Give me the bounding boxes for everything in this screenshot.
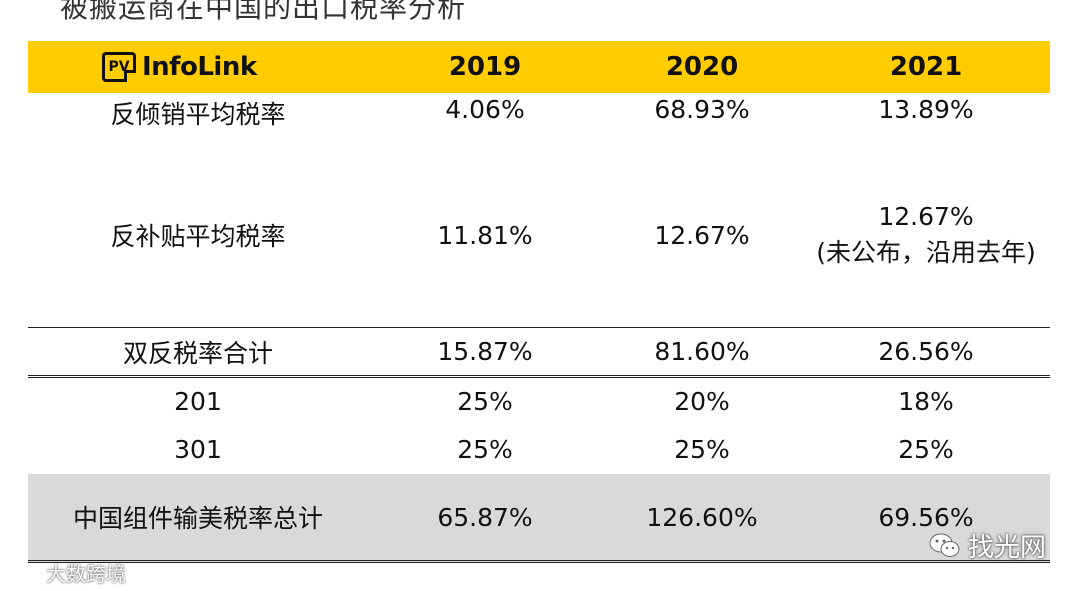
cell-2020: 25% — [674, 434, 730, 464]
watermark-left-text: 大数跨境 — [46, 562, 126, 586]
logo-text: InfoLink — [142, 52, 257, 82]
header-year-2020: 2020 — [665, 52, 739, 82]
watermark-left: 大数跨境 — [8, 558, 126, 587]
cell-2020: 20% — [674, 386, 730, 416]
row-label: 301 — [174, 434, 222, 464]
cell-2021: 13.89% — [878, 95, 974, 124]
row-label: 反倾销平均税率 — [110, 100, 286, 129]
header-year-2021: 2021 — [889, 52, 963, 82]
cell-2019: 15.87% — [437, 337, 533, 366]
cropped-title: 被搬运商在中国的出口税率分析 — [60, 0, 467, 24]
cell-2020: 81.60% — [654, 337, 750, 366]
header-year-2019: 2019 — [448, 52, 522, 82]
table-row-countervailing: 反补贴平均税率 11.81% 12.67% 12.67% (未公布，沿用去年) — [28, 143, 1050, 328]
cell-2021: 26.56% — [878, 337, 974, 366]
cell-2019: 11.81% — [437, 220, 533, 250]
table-row-antidumping: 反倾销平均税率 4.06% 68.93% 13.89% — [28, 93, 1050, 143]
row-label: 中国组件输美税率总计 — [72, 504, 323, 533]
row-label: 反补贴平均税率 — [110, 222, 286, 251]
cell-2019: 25% — [457, 434, 513, 464]
cell-2021-note: (未公布，沿用去年) — [816, 238, 1036, 267]
cell-2019: 4.06% — [445, 95, 525, 124]
tariff-table: PV InfoLink 2019 2020 2021 反倾销平均税率 4.06%… — [28, 41, 1050, 563]
watermark-right-text: 找光网 — [968, 533, 1047, 563]
table-row-double-sum: 双反税率合计 15.87% 81.60% 26.56% — [28, 328, 1050, 378]
cell-2021: 12.67% (未公布，沿用去年) — [802, 199, 1050, 271]
table-row-201: 201 25% 20% 18% — [28, 378, 1050, 424]
wechat-icon — [929, 533, 960, 557]
cell-2020: 12.67% — [654, 220, 750, 250]
cell-2021: 69.56% — [878, 502, 974, 532]
table-row-total: 中国组件输美税率总计 65.87% 126.60% 69.56% — [28, 474, 1050, 563]
table-header: PV InfoLink 2019 2020 2021 — [28, 41, 1050, 93]
cell-2019: 65.87% — [437, 502, 533, 532]
cell-2021: 18% — [898, 386, 954, 416]
cell-2021-value: 12.67% — [878, 202, 974, 231]
cell-2021: 25% — [898, 434, 954, 464]
row-label: 201 — [174, 386, 222, 416]
row-label: 双反税率合计 — [122, 338, 273, 368]
watermark-right: 找光网 — [928, 527, 1046, 564]
cell-2020: 126.60% — [646, 502, 758, 532]
cell-2019: 25% — [457, 386, 513, 416]
cell-2020: 68.93% — [654, 95, 750, 124]
table-row-301: 301 25% 25% 25% — [28, 424, 1050, 474]
watermark-logo-icon — [9, 564, 40, 581]
infolink-logo: PV InfoLink — [28, 52, 368, 82]
pv-logo-icon: PV — [102, 52, 136, 82]
